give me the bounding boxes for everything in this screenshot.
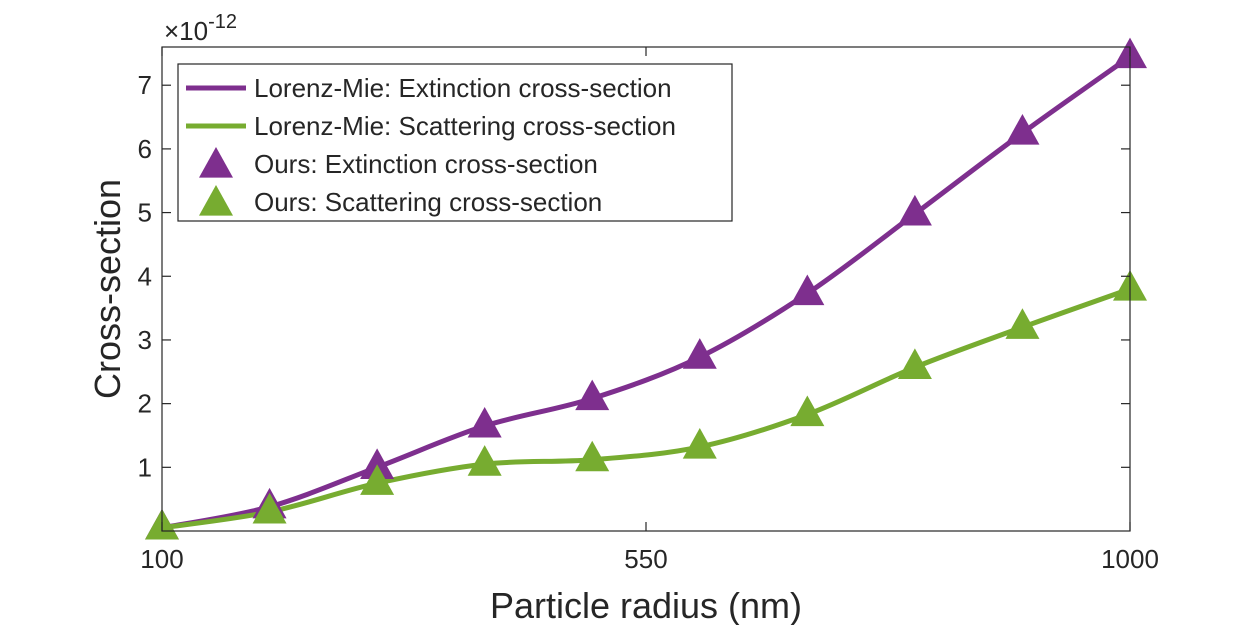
- legend-entry-3: Ours: Extinction cross-section: [199, 147, 598, 179]
- data-point: [575, 440, 610, 472]
- data-point: [790, 395, 825, 427]
- y-tick-label: 1: [138, 452, 152, 482]
- x-tick-label: 550: [624, 544, 667, 574]
- y-tick-label: 3: [138, 325, 152, 355]
- y-tick-label: 5: [138, 198, 152, 228]
- data-point: [1005, 114, 1040, 145]
- legend-box: [177, 63, 733, 222]
- y-tick-label: 6: [138, 134, 152, 164]
- series-markers-4: [145, 270, 1147, 540]
- legend-label: Ours: Scattering cross-section: [254, 187, 602, 217]
- legend-label: Lorenz-Mie: Scattering cross-section: [254, 111, 676, 141]
- legend-entry-1: Lorenz-Mie: Extinction cross-section: [186, 73, 672, 103]
- data-point: [467, 445, 502, 476]
- series-line-2: [159, 286, 1133, 531]
- data-point: [360, 464, 395, 495]
- y-axis-label: Cross-section: [87, 179, 128, 399]
- data-point: [360, 448, 395, 479]
- series-line-1: [159, 54, 1133, 531]
- y-tick-label: 7: [138, 70, 152, 100]
- y-tick-label: 2: [138, 389, 152, 419]
- x-axis-label: Particle radius (nm): [490, 585, 802, 625]
- data-point: [575, 379, 610, 411]
- legend-entry-2: Lorenz-Mie: Scattering cross-section: [186, 111, 676, 141]
- data-point: [682, 338, 717, 369]
- y-exponent-prefix: ×10: [164, 16, 208, 46]
- y-exponent-power: -12: [208, 11, 237, 33]
- data-point: [252, 492, 287, 524]
- legend: Lorenz-Mie: Extinction cross-section Lore…: [177, 63, 733, 222]
- data-point: [897, 194, 932, 226]
- data-point: [682, 427, 717, 459]
- data-point: [897, 348, 932, 379]
- x-tick-label: 100: [140, 544, 183, 574]
- legend-label: Ours: Extinction cross-section: [254, 149, 598, 179]
- legend-marker-swatch: [199, 185, 233, 216]
- legend-marker-swatch: [199, 147, 233, 178]
- data-point: [467, 406, 502, 438]
- legend-entry-4: Ours: Scattering cross-section: [199, 185, 602, 217]
- y-tick-label: 4: [138, 261, 152, 291]
- data-point: [1005, 308, 1040, 339]
- y-axis-exponent: ×10-12: [164, 11, 237, 46]
- data-point: [790, 274, 825, 306]
- legend-label: Lorenz-Mie: Extinction cross-section: [254, 73, 672, 103]
- x-tick-label: 1000: [1101, 544, 1159, 574]
- axis-ticks: 100 550 1000 1 2 3 4 5 6 7: [138, 47, 1159, 574]
